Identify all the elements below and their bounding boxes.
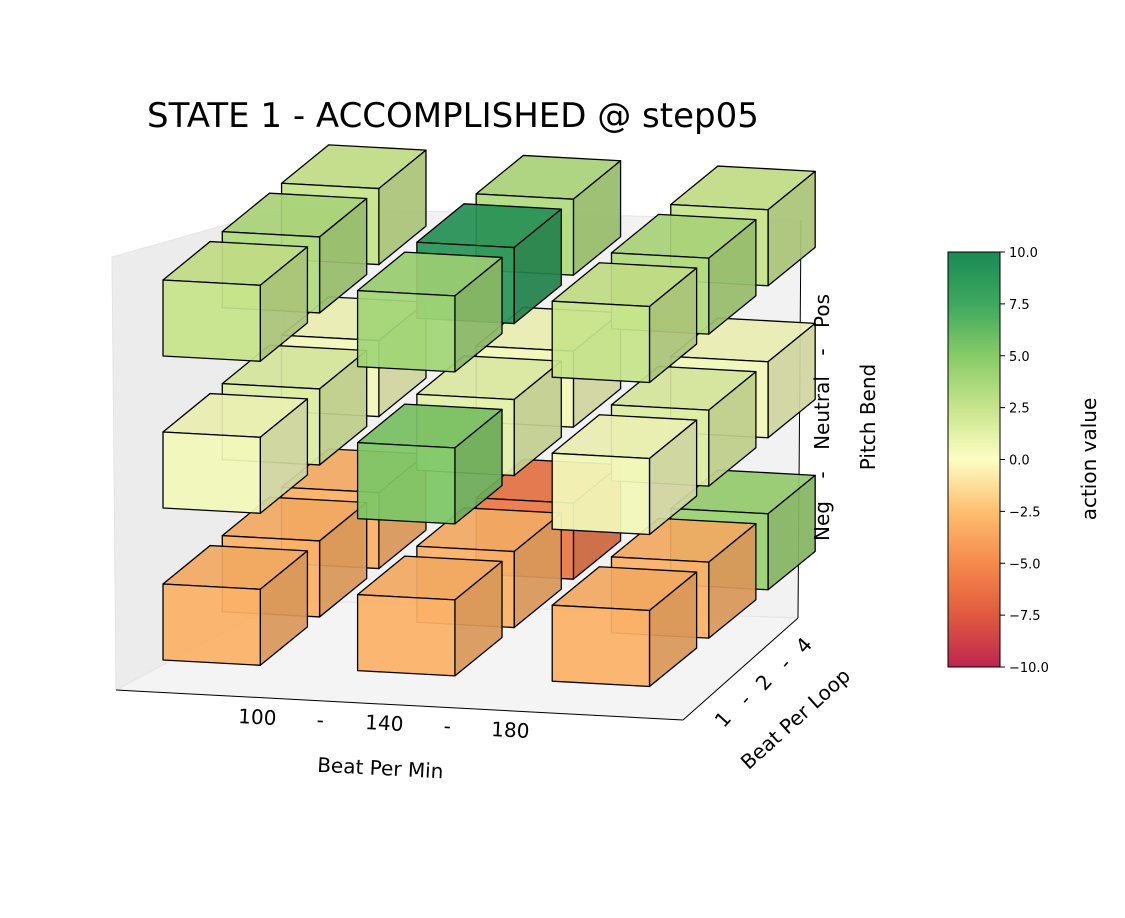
colorbar-ticks: 10.0 7.5 5.0 2.5 0.0 −2.5 −5.0 −7.5 −10.0 <box>1000 246 1049 676</box>
z-tick-label: Pos <box>810 294 834 328</box>
cube-180-1-Neutral <box>551 414 698 536</box>
y-tick-label: 1 <box>710 707 736 733</box>
cube-180-1-Neg <box>551 566 698 688</box>
colorbar-tick-label: 0.0 <box>1009 454 1030 469</box>
cube-100-1-Pos <box>162 240 309 362</box>
z-tick-label: - <box>810 348 834 355</box>
cube-group <box>162 144 816 688</box>
cube-front-face <box>356 593 456 677</box>
cube-140-1-Pos <box>356 251 503 373</box>
z-tick-label: Neutral <box>810 376 834 450</box>
colorbar-label: action value <box>1077 398 1101 521</box>
cube-front-face <box>551 452 651 536</box>
cube-front-face <box>356 441 456 525</box>
y-tick-label: 2 <box>751 670 777 696</box>
colorbar-tick-label: −2.5 <box>1009 505 1041 520</box>
colorbar-tick-label: −10.0 <box>1009 661 1049 676</box>
cube-front-face <box>551 604 651 688</box>
y-tick-label: - <box>733 689 756 710</box>
x-tick-label: - <box>443 714 451 738</box>
colorbar-tick-label: 5.0 <box>1009 350 1030 365</box>
cube-100-1-Neg <box>162 544 309 666</box>
x-tick-label: 140 <box>365 710 404 736</box>
colorbar-gradient <box>947 251 1001 668</box>
x-axis-line <box>115 689 684 721</box>
cube-140-1-Neutral <box>356 403 503 525</box>
colorbar-tick-label: 2.5 <box>1009 402 1030 417</box>
z-tick-label: Neg <box>810 501 834 541</box>
colorbar-tick-label: −5.0 <box>1009 557 1041 572</box>
cube-front-face <box>162 583 261 666</box>
cube-100-1-Neutral <box>162 392 309 514</box>
cube-front-face <box>162 279 261 362</box>
z-axis-label: Pitch Bend <box>856 364 880 470</box>
cube-140-1-Neg <box>356 555 503 677</box>
cube-front-face <box>162 431 261 514</box>
cube-180-1-Pos <box>551 262 698 384</box>
colorbar-tick-label: −7.5 <box>1009 609 1041 624</box>
x-tick-label: 180 <box>491 717 530 743</box>
cube-front-face <box>356 289 456 373</box>
y-tick-label: 4 <box>791 633 817 659</box>
x-axis-label: Beat Per Min <box>317 753 444 784</box>
z-tick-label: - <box>810 471 834 478</box>
colorbar-tick-label: 10.0 <box>1009 246 1038 261</box>
chart-title: STATE 1 - ACCOMPLISHED @ step05 <box>147 96 759 136</box>
colorbar: 10.0 7.5 5.0 2.5 0.0 −2.5 −5.0 −7.5 −10.0 action… <box>947 246 1101 676</box>
z-ticks: Neg - Neutral - Pos <box>810 294 834 541</box>
y-tick-label: - <box>773 653 796 674</box>
y-axis-line <box>682 617 799 721</box>
cube-front-face <box>551 300 651 384</box>
x-ticks: 100 - 140 - 180 <box>238 704 530 743</box>
x-tick-label: 100 <box>238 704 277 730</box>
colorbar-tick-label: 7.5 <box>1009 298 1030 313</box>
x-tick-label: - <box>316 708 324 732</box>
